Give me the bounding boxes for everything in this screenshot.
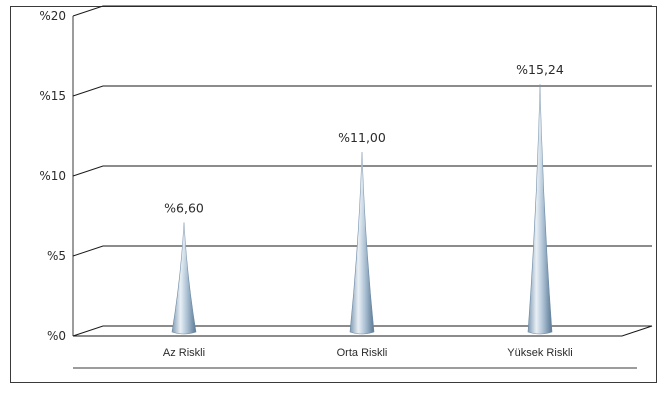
data-label: %11,00 [338,130,386,145]
cone-bar [527,84,553,335]
y-axis-tick-labels: %0 %5 %10 %15 %20 [39,9,66,343]
cone-highlight [528,84,552,332]
gridline [72,5,652,17]
category-label: Yüksek Riskli [507,347,572,359]
cone-highlight [350,152,374,332]
chart-floor [72,325,653,337]
y-tick-label: %5 [47,249,66,263]
y-tick-label: %0 [47,329,66,343]
cone-highlight [172,222,196,332]
data-labels: %6,60 %11,00 %15,24 [164,62,564,215]
y-tick-label: %20 [39,9,66,23]
gridline [72,165,652,177]
gridline [72,85,652,97]
cone-bar [349,151,375,335]
gridline [72,245,652,257]
category-labels: Az Riskli Orta Riskli Yüksek Riskli [163,347,573,359]
data-label: %6,60 [164,200,204,215]
data-label: %15,24 [516,62,564,77]
category-label: Az Riskli [163,347,205,359]
y-tick-label: %15 [39,89,66,103]
y-tick-label: %10 [39,169,66,183]
cone-bar [171,222,197,335]
gridlines [72,5,653,369]
category-label: Orta Riskli [337,347,388,359]
cone-bars [171,84,553,335]
